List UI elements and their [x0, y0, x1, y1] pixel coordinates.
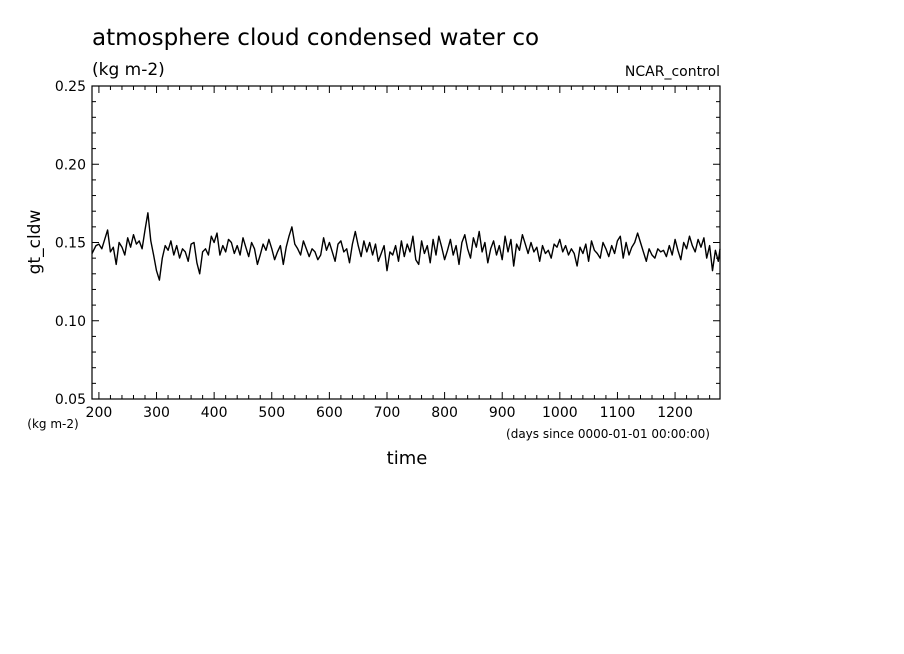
x-tick-label: 1200	[657, 405, 693, 421]
series-line-0	[91, 212, 721, 281]
y-tick-label: 0.20	[55, 157, 86, 173]
axes-group: 0.05 0.10 0.15 0.20 0.25 200 300 400 500 600 700 80…	[55, 79, 720, 421]
x-axis-label: time	[387, 448, 428, 469]
y-tick-label: 0.15	[55, 236, 86, 252]
y-tick-label: 0.25	[55, 79, 86, 95]
x-tick-label: 700	[374, 405, 401, 421]
y-axis-label: gt_cldw	[25, 210, 45, 275]
x-tick-label: 900	[489, 405, 516, 421]
chart-title: atmosphere cloud condensed water co	[92, 25, 539, 51]
plot-frame	[91, 85, 721, 400]
x-tick-label: 800	[431, 405, 458, 421]
x-tick-label: 1100	[600, 405, 636, 421]
x-tick-label: 400	[201, 405, 228, 421]
x-tick-label: 1000	[542, 405, 578, 421]
chart-subtitle: (kg m-2)	[92, 60, 165, 80]
x-tick-label: 500	[258, 405, 285, 421]
x-tick-label: 300	[143, 405, 170, 421]
x-tick-label: 200	[86, 405, 113, 421]
x-axis-units: (days since 0000-01-01 00:00:00)	[506, 427, 710, 441]
y-axis-units: (kg m-2)	[27, 417, 78, 431]
run-label: NCAR_control	[625, 64, 720, 80]
y-tick-label: 0.05	[55, 392, 86, 408]
series-layer	[91, 212, 721, 281]
x-tick-label: 600	[316, 405, 343, 421]
y-tick-label: 0.10	[55, 314, 86, 330]
